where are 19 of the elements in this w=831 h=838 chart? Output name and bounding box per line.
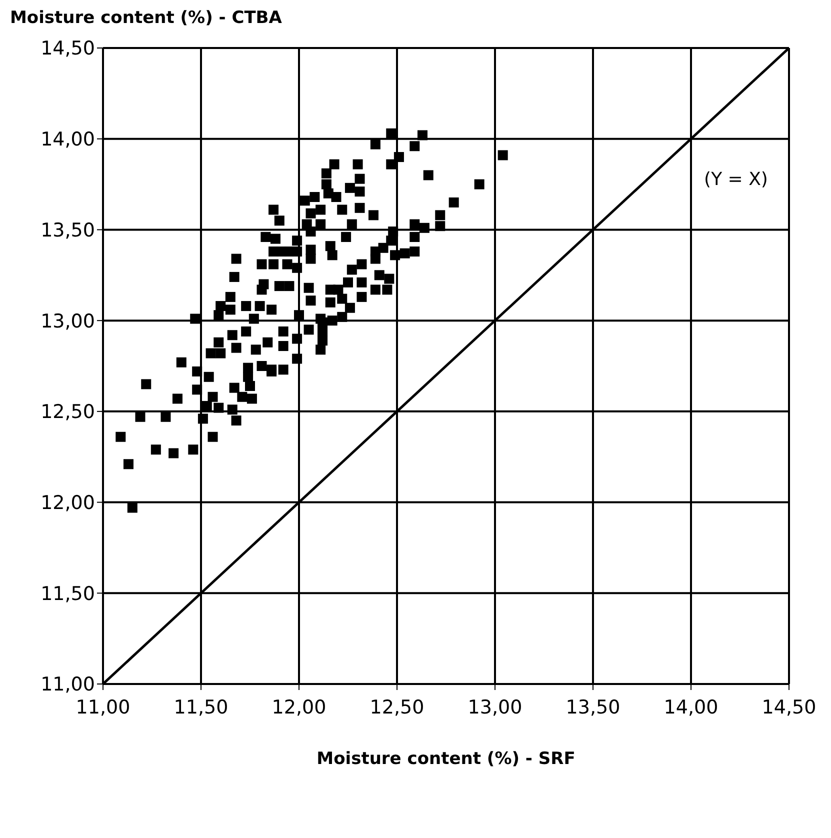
x-tick-label: 13,00 [468,696,522,718]
y-tick-label: 12,50 [40,401,95,424]
y-axis-title: Moisture content (%) - CTBA [9,8,283,30]
annotation: (Y = X) [704,168,768,190]
y-tick-label: 14,50 [40,38,95,60]
x-tick-label: 12,50 [370,696,424,718]
x-tick-label: 11,00 [76,696,130,718]
x-tick-label: 14,00 [664,696,718,718]
y-tick-label: 14,00 [40,128,95,151]
y-tick-label: 11,50 [40,582,95,605]
x-axis-title: Moisture content (%) - SRF [316,749,576,769]
x-tick-label: 13,50 [566,696,620,718]
x-tick-label: 14,50 [762,696,816,718]
y-tick-label: 13,00 [40,310,95,332]
y-tick-label: 13,50 [40,219,95,242]
x-tick-label: 12,00 [272,696,326,718]
y-tick-label: 12,00 [40,492,95,514]
y-tick-label: 11,00 [40,674,95,696]
x-tick-label: 11,50 [174,696,228,718]
